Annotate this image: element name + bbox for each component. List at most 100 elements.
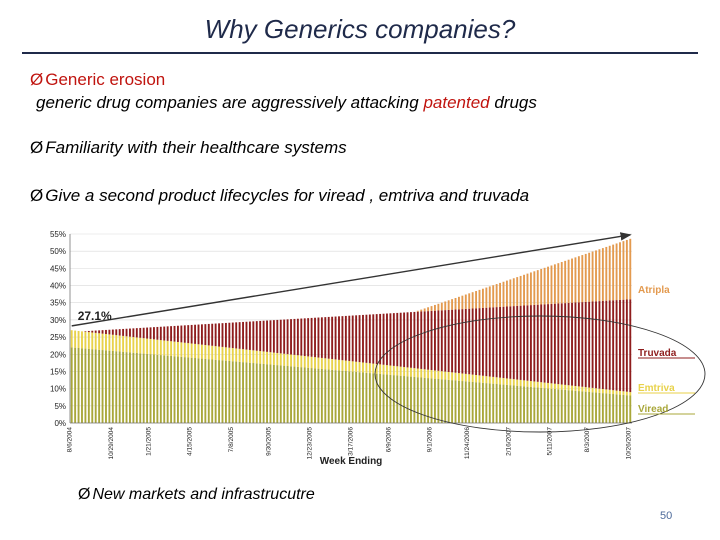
bar-segment-truvada [115,329,118,336]
bar-segment-atripla [420,309,423,312]
bar-segment-emtriva [197,344,200,359]
bar-segment-viread [434,378,436,423]
bar-segment-atripla [416,310,419,312]
bar-segment-viread [286,365,289,423]
bar-segment-viread [194,358,197,423]
bar-segment-truvada [440,310,443,372]
bar-segment-emtriva [252,350,255,364]
bar-segment-emtriva [372,363,375,374]
bar-segment-truvada [108,329,111,335]
bar-segment-viread [430,378,433,423]
bar-segment-truvada [252,321,255,351]
bar-segment-truvada [200,324,203,345]
bar-segment-truvada [105,329,107,335]
bar-segment-viread [488,383,491,423]
bar-segment-truvada [399,312,402,367]
bar-segment-atripla [567,259,570,303]
bar-segment-emtriva [571,385,573,391]
bar-segment-emtriva [77,330,80,348]
bar-segment-atripla [481,288,484,308]
bar-segment-viread [413,376,416,423]
bar-segment-viread [231,361,234,423]
bar-segment-emtriva [194,343,197,359]
bar-segment-viread [320,368,323,423]
bar-segment-emtriva [420,368,423,378]
x-tick-label: 8/3/2007 [584,427,591,453]
bar-segment-emtriva [471,374,474,382]
bar-segment-truvada [290,319,292,355]
bar-segment-viread [177,356,179,423]
bar-segment-emtriva [351,361,354,372]
bar-segment-truvada [163,326,166,341]
bar-segment-atripla [529,272,532,306]
bar-segment-emtriva [355,361,358,372]
bar-segment-truvada [430,310,433,371]
bar-segment-truvada [488,307,491,377]
bar-segment-viread [173,356,176,423]
bar-segment-truvada [348,315,351,361]
bar-segment-atripla [577,256,580,303]
bar-segment-emtriva [612,390,615,395]
bar-segment-truvada [149,327,152,339]
bar-segment-viread [382,374,385,423]
bar-segment-emtriva [629,392,632,396]
bar-segment-atripla [533,271,536,305]
bar-segment-truvada [170,326,173,342]
bar-segment-truvada [416,311,419,369]
bar-segment-truvada [478,308,481,376]
bar-segment-viread [368,373,371,423]
bar-segment-truvada [194,324,197,344]
bar-segment-emtriva [320,357,323,369]
bar-segment-emtriva [238,348,241,362]
bar-segment-viread [331,369,334,423]
bar-segment-viread [608,393,611,423]
bar-segment-emtriva [115,335,118,352]
bar-segment-emtriva [101,333,104,351]
bar-segment-viread [91,349,94,423]
bar-segment-viread [228,360,231,423]
bar-segment-viread [523,386,525,423]
bar-segment-viread [153,354,155,423]
bar-segment-truvada [612,300,615,391]
bar-segment-emtriva [577,386,580,392]
bar-segment-truvada [625,299,628,392]
bar-segment-viread [533,387,536,423]
bar-segment-emtriva [163,340,166,356]
bar-segment-viread [451,380,454,423]
bar-segment-truvada [224,322,227,348]
bar-segment-truvada [420,311,423,369]
bar-segment-truvada [372,314,375,364]
bar-segment-emtriva [84,331,87,349]
start-share-label: 27.1% [78,309,112,323]
bar-segment-truvada [516,305,519,380]
bar-segment-viread [485,383,488,423]
bar-segment-emtriva [396,366,399,376]
bar-segment-emtriva [492,376,495,384]
bar-segment-emtriva [430,370,433,379]
bar-segment-atripla [625,239,628,300]
bar-segment-truvada [91,330,94,333]
bar-segment-viread [629,395,632,423]
bar-segment-truvada [382,313,385,365]
bar-segment-emtriva [344,360,347,372]
bar-segment-atripla [444,301,447,311]
bar-segment-viread [266,364,268,423]
bar-segment-viread [98,349,101,423]
bar-segment-atripla [458,296,460,310]
bar-segment-truvada [622,299,625,392]
bar-segment-emtriva [324,358,327,370]
title-divider [22,52,698,54]
bar-segment-emtriva [81,331,83,349]
bar-segment-viread [310,368,313,423]
bar-segment-truvada [608,300,611,390]
bar-segment-viread [283,365,286,423]
bar-segment-viread [351,371,354,423]
bar-segment-viread [471,381,474,423]
bar-segment-viread [94,349,97,423]
bar-segment-truvada [129,328,131,337]
bar-segment-emtriva [173,341,176,357]
detail-text-post: drugs [489,93,537,112]
bar-segment-emtriva [314,357,316,369]
bar-segment-truvada [177,325,179,342]
bar-segment-emtriva [619,390,621,395]
